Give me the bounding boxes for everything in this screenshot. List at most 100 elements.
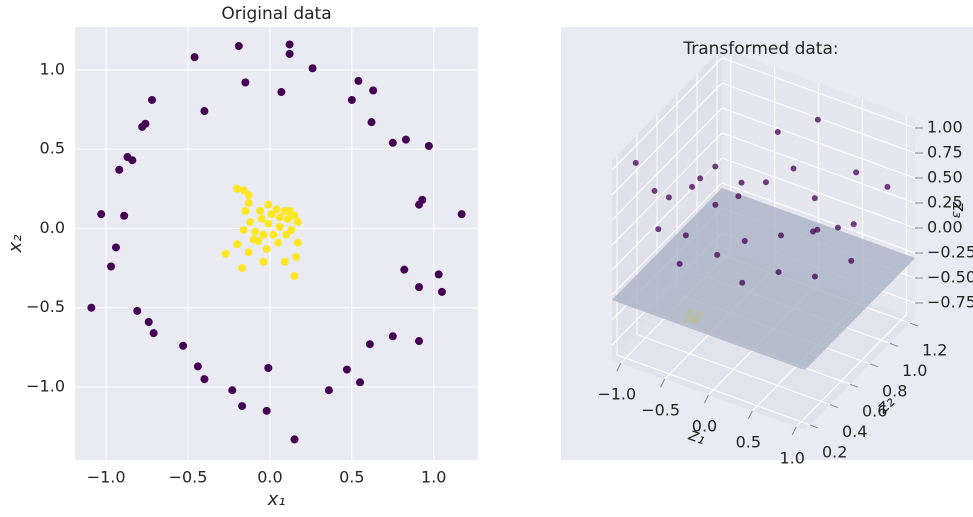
point xyxy=(834,224,841,231)
point xyxy=(275,213,284,222)
point xyxy=(283,214,292,223)
point xyxy=(367,118,376,127)
point xyxy=(741,238,748,244)
point xyxy=(292,252,301,261)
point xyxy=(269,230,278,239)
point xyxy=(632,159,639,166)
point xyxy=(241,78,250,87)
grid-line xyxy=(795,314,907,428)
point xyxy=(285,40,294,49)
tick-mark xyxy=(704,394,709,404)
point xyxy=(264,364,273,373)
point xyxy=(365,340,374,349)
point xyxy=(239,186,248,195)
point xyxy=(267,210,276,219)
point xyxy=(287,226,296,235)
point xyxy=(234,42,243,51)
point xyxy=(853,169,860,176)
point xyxy=(290,435,299,444)
x-axis-label: x₁ xyxy=(267,489,286,510)
grid-line xyxy=(721,57,916,129)
point xyxy=(200,375,209,384)
x-tick-label: −1.0 xyxy=(87,468,126,487)
x-tick-label: 0.5 xyxy=(339,468,364,487)
point xyxy=(179,341,188,350)
point xyxy=(241,206,250,215)
point xyxy=(655,226,662,233)
point xyxy=(848,257,855,264)
point xyxy=(356,378,365,387)
point xyxy=(689,183,696,190)
point xyxy=(342,365,351,374)
tick-mark xyxy=(616,362,622,372)
point xyxy=(811,195,818,202)
point xyxy=(697,175,704,182)
point xyxy=(257,214,266,223)
tick-mark xyxy=(791,426,797,436)
x-tick-label: 0.0 xyxy=(257,468,282,487)
x-tick-label: −0.5 xyxy=(641,401,680,420)
point xyxy=(354,76,363,85)
grid-line xyxy=(611,82,723,196)
point xyxy=(259,257,268,266)
point xyxy=(144,318,153,327)
tick-mark xyxy=(889,342,899,347)
point xyxy=(778,232,785,239)
point xyxy=(264,219,273,228)
y-tick-label: 0.2 xyxy=(822,442,847,461)
y-tick-label: 1.2 xyxy=(922,341,947,360)
point xyxy=(324,386,333,395)
point xyxy=(415,283,424,292)
point xyxy=(293,238,302,247)
z-tick-label: 0.00 xyxy=(927,218,963,237)
point xyxy=(712,163,719,170)
point xyxy=(290,272,299,281)
point xyxy=(738,179,745,186)
x-tick-label: −0.5 xyxy=(169,468,208,487)
grid-line xyxy=(616,354,811,426)
point xyxy=(244,248,253,257)
point xyxy=(388,332,397,341)
grid-line xyxy=(611,57,723,171)
y-tick-label: 0.5 xyxy=(40,139,65,158)
point xyxy=(233,184,242,193)
point xyxy=(200,107,209,116)
point xyxy=(238,264,247,273)
y-tick-label: 0.4 xyxy=(842,422,867,441)
tick-mark xyxy=(747,410,753,420)
x-tick-label: 0.5 xyxy=(736,432,761,451)
grid-line xyxy=(721,107,916,179)
x-axis-label: z₁ xyxy=(685,423,709,449)
point xyxy=(712,201,719,208)
point xyxy=(233,240,242,249)
point xyxy=(238,402,247,411)
point xyxy=(244,199,253,208)
point xyxy=(275,222,284,231)
point xyxy=(251,227,260,236)
point xyxy=(676,260,683,267)
point xyxy=(115,165,124,174)
point xyxy=(790,165,797,172)
grid-line xyxy=(611,182,723,296)
tick-mark xyxy=(849,383,859,388)
point xyxy=(714,251,721,258)
point xyxy=(239,226,248,235)
point xyxy=(682,232,689,239)
point xyxy=(424,141,433,150)
grid-line xyxy=(721,132,916,204)
chart-title: Original data xyxy=(221,4,331,24)
point xyxy=(97,210,106,219)
grid-line xyxy=(636,334,831,406)
point xyxy=(190,53,199,62)
point xyxy=(120,211,129,220)
x-tick-label: 0.0 xyxy=(692,417,717,436)
point xyxy=(775,269,782,276)
point xyxy=(274,238,283,247)
point xyxy=(811,273,818,280)
point xyxy=(282,230,291,239)
point xyxy=(400,265,409,274)
point xyxy=(739,279,746,286)
point xyxy=(434,270,443,279)
point xyxy=(415,337,424,346)
